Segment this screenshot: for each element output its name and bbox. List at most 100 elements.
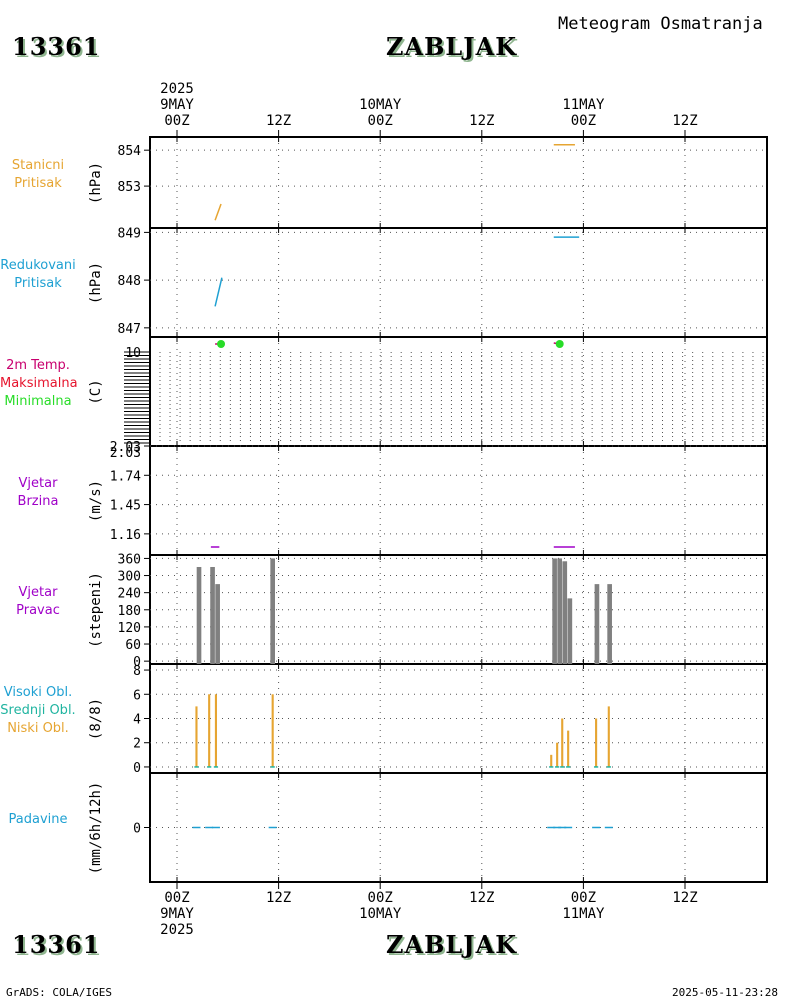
wind-direction-bar: [196, 566, 202, 664]
panel-frame: [149, 554, 768, 665]
top-tick-line: 12Z: [469, 113, 495, 129]
panel-label-line: Niski Obl.: [7, 720, 69, 736]
low-cloud-bar: [607, 706, 610, 767]
y-tick-label: 180: [118, 604, 141, 619]
reduced-pressure-line: [214, 277, 223, 307]
panel-label-cld: Visoki Obl. Srednji Obl. Niski Obl.: [0, 684, 76, 738]
top-tick-line: 12Z: [672, 113, 698, 129]
bottom-tick-line: 00Z: [367, 890, 393, 906]
panel-label-pcp: Padavine: [0, 811, 76, 829]
top-tick-label: 11MAY 00Z: [543, 97, 623, 129]
panel-label-line: Srednji Obl.: [0, 702, 76, 718]
y-tick-label: 1.16: [110, 528, 141, 543]
y-tick-label: 4: [133, 713, 141, 728]
panel-frame: [149, 663, 768, 774]
y-tick-label: 848: [118, 274, 141, 289]
y-tick-label: 1.45: [110, 499, 141, 514]
bottom-tick-line: 12Z: [672, 890, 698, 906]
wind-direction-bar: [557, 558, 563, 664]
low-cloud-bar: [556, 742, 559, 767]
panel-label-line: Padavine: [8, 811, 68, 827]
bottom-tick-line: 10MAY: [359, 906, 402, 922]
y-tick-label: 8: [133, 664, 141, 679]
panel-label-line: Minimalna: [4, 393, 72, 409]
station-pressure-line: [214, 203, 222, 221]
panel-label-wsp: Vjetar Brzina: [0, 475, 76, 511]
bottom-tick-label: 12Z: [645, 890, 725, 906]
bottom-tick-line: 2025: [160, 922, 194, 938]
y-tick-label: 6: [133, 688, 141, 703]
y-tick-label: 849: [118, 226, 141, 241]
y-tick-label: 0: [133, 822, 141, 837]
bottom-tick-label: 00Z 10MAY: [340, 890, 420, 922]
panel-label-line: Pravac: [16, 602, 60, 618]
wind-direction-bar: [594, 584, 600, 664]
min-temp-marker: [217, 340, 226, 348]
y-tick-label: 2.03: [110, 446, 141, 461]
bottom-tick-label: 00Z 9MAY 2025: [137, 890, 217, 938]
panel-label-line: Pritisak: [14, 175, 62, 191]
bottom-tick-label: 00Z 11MAY: [543, 890, 623, 922]
y-tick-label: 120: [118, 621, 141, 636]
panel-frame: [149, 445, 768, 556]
top-tick-label: 10MAY 00Z: [340, 97, 420, 129]
bottom-tick-line: 9MAY: [160, 906, 194, 922]
wind-direction-bar: [270, 558, 276, 664]
meteogram-subtitle: Meteogram Osmatranja: [558, 14, 763, 34]
wind-direction-bar: [607, 584, 612, 664]
low-cloud-bar: [214, 694, 218, 767]
wind-direction-bar: [567, 598, 573, 664]
panel-label-line: Redukovani: [0, 257, 76, 273]
footer-credit: GrADS: COLA/IGES: [6, 986, 112, 999]
panel-frame: [149, 227, 768, 338]
y-tick-label: 2: [133, 737, 141, 752]
top-tick-label: 12Z: [239, 113, 319, 129]
top-tick-label: 12Z: [645, 113, 725, 129]
station-id-top: 13361: [12, 32, 101, 61]
low-cloud-bar: [208, 694, 211, 767]
top-tick-line: 10MAY: [359, 97, 402, 113]
y-tick-label: 1.74: [110, 469, 141, 484]
top-tick-label: 12Z: [442, 113, 522, 129]
low-cloud-bar: [561, 718, 564, 767]
low-cloud-bar: [567, 730, 570, 767]
panel-label-line: Brzina: [17, 493, 59, 509]
bottom-tick-line: 00Z: [570, 890, 597, 906]
bottom-tick-label: 12Z: [239, 890, 319, 906]
station-id-bottom: 13361: [12, 930, 101, 959]
panel-label-line: Stanicni: [11, 157, 65, 173]
low-cloud-bar: [595, 718, 598, 767]
bottom-tick-line: 00Z: [164, 890, 190, 906]
y-tick-label: 60: [125, 638, 141, 653]
y-tick-label: 847: [118, 322, 141, 337]
y-tick-label: 0: [133, 655, 141, 670]
top-tick-line: 9MAY: [160, 97, 194, 113]
min-temp-marker: [555, 340, 564, 348]
panel-label-line: Vjetar: [18, 475, 58, 491]
panel-label-line: 2m Temp.: [6, 357, 70, 373]
low-cloud-bar: [271, 694, 274, 767]
top-tick-line: 12Z: [265, 113, 292, 129]
footer-timestamp: 2025-05-11-23:28: [672, 986, 778, 999]
top-tick-line: 00Z: [367, 113, 393, 129]
top-tick-label: 2025 9MAY 00Z: [137, 81, 217, 129]
bottom-tick-line: 12Z: [265, 890, 292, 906]
panel-label-line: Visoki Obl.: [3, 684, 73, 700]
panel-frame: [149, 772, 768, 883]
bottom-tick-line: 12Z: [469, 890, 495, 906]
panel-label-line: Vjetar: [18, 584, 58, 600]
y-tick-label: 240: [118, 587, 141, 602]
station-name-top: ZABLJAK: [386, 32, 518, 61]
y-tick-label: 360: [118, 552, 141, 567]
y-tick-label: 10: [125, 346, 141, 361]
panel-frame: [149, 136, 768, 229]
panel-label-line: Pritisak: [14, 275, 62, 291]
y-tick-label: 853: [118, 180, 141, 195]
panel-label-rdp: Redukovani Pritisak: [0, 257, 76, 293]
top-tick-line: 00Z: [164, 113, 190, 129]
wind-direction-bar: [210, 566, 215, 664]
panel-label-wdr: Vjetar Pravac: [0, 584, 76, 620]
bottom-tick-line: 11MAY: [562, 906, 605, 922]
top-tick-line: 11MAY: [562, 97, 605, 113]
